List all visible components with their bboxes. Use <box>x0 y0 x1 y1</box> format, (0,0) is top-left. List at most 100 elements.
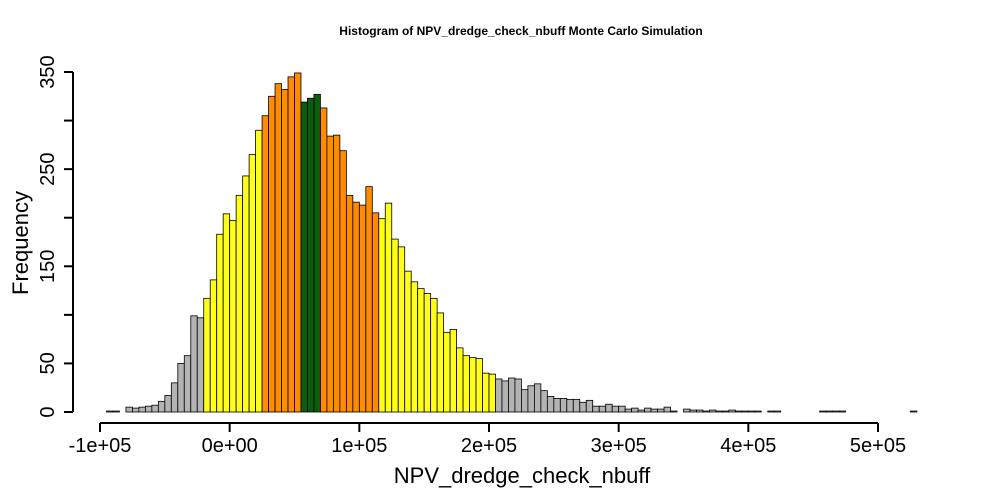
x-tick-label: 4e+05 <box>720 435 776 457</box>
histogram-bar <box>754 410 762 413</box>
histogram-bar <box>514 378 522 413</box>
x-tick-label: 1e+05 <box>331 435 387 457</box>
histogram-bar <box>572 398 581 413</box>
histogram-bar <box>508 377 516 413</box>
histogram-bar <box>157 400 166 413</box>
histogram-bar <box>741 410 749 413</box>
histogram-bar <box>170 382 179 413</box>
histogram-bar <box>443 331 451 413</box>
histogram-bar <box>144 405 153 413</box>
histogram-bar <box>521 389 529 413</box>
histogram-bar <box>430 297 438 413</box>
histogram-bar <box>281 89 289 413</box>
histogram-bar <box>644 407 652 413</box>
histogram-bar <box>501 380 509 413</box>
histogram-bar <box>255 129 263 413</box>
histogram-bar <box>378 218 386 413</box>
histogram-bar <box>397 246 406 413</box>
histogram-bar <box>138 406 146 413</box>
histogram-bar <box>151 404 159 413</box>
histogram-bar <box>598 405 607 413</box>
histogram-bar <box>125 406 133 413</box>
histogram-bar <box>482 372 490 413</box>
histogram-bar <box>747 410 756 413</box>
histogram-bar <box>566 398 574 413</box>
histogram-bar <box>689 409 697 413</box>
histogram-bar <box>183 355 192 413</box>
histogram-bar <box>352 201 360 413</box>
histogram-bar <box>546 396 555 413</box>
histogram-bar <box>650 408 658 413</box>
histogram-bar <box>423 293 432 413</box>
histogram-bar <box>475 358 483 413</box>
histogram-bar <box>825 410 834 413</box>
histogram-bar <box>371 212 380 413</box>
histogram-bar <box>404 270 412 413</box>
histogram-bar <box>469 357 477 413</box>
histogram-bar <box>300 101 308 413</box>
histogram-bar <box>222 213 231 413</box>
histogram-bar <box>838 410 846 413</box>
histogram-bar <box>384 202 393 413</box>
histogram-bar <box>106 410 114 413</box>
histogram-bar <box>449 329 457 413</box>
histogram-bar <box>670 410 678 413</box>
histogram-bar <box>832 410 840 413</box>
y-axis-label: Frequency <box>8 191 33 295</box>
histogram-bar <box>488 373 496 413</box>
histogram-bar <box>320 107 328 413</box>
x-tick-label: 5e+05 <box>850 435 906 457</box>
histogram-bar <box>734 410 743 413</box>
y-tick-label: 150 <box>37 250 59 283</box>
histogram-bar <box>332 134 341 413</box>
histogram-bar <box>553 397 561 413</box>
histogram-bar <box>585 399 594 413</box>
histogram-bar <box>767 410 775 413</box>
histogram-bar <box>709 409 717 413</box>
histogram-bar <box>196 317 205 413</box>
histogram-bar <box>235 194 244 413</box>
histogram-bar <box>533 383 542 413</box>
x-axis: -1e+05 0e+00 1e+05 2e+05 3e+05 4e+05 5e+05 <box>69 422 906 457</box>
histogram-bar <box>696 409 704 413</box>
x-axis-label: NPV_dredge_check_nbuff <box>394 463 651 488</box>
histogram-bar <box>287 76 295 413</box>
y-axis: 0 50 150 250 350 <box>37 55 74 418</box>
x-tick-label: -1e+05 <box>69 435 132 457</box>
histogram-bar <box>339 150 347 413</box>
histogram-bar <box>209 279 218 413</box>
histogram-bar <box>579 401 587 413</box>
histogram-bar <box>365 186 373 413</box>
histogram-bar <box>132 407 140 413</box>
histogram-bar <box>326 135 334 413</box>
histogram-bar <box>436 312 445 413</box>
histogram-bar <box>657 408 665 413</box>
histogram-bar <box>702 410 710 413</box>
histogram-bar <box>345 194 354 413</box>
histogram-bar <box>527 385 535 413</box>
histogram-bar <box>164 395 172 413</box>
histogram-bar <box>611 405 620 413</box>
histogram-bar <box>456 347 464 413</box>
histogram-bar <box>495 378 503 413</box>
histogram-bar <box>216 233 224 413</box>
histogram-bar <box>683 408 691 413</box>
histogram-bar <box>618 405 626 413</box>
x-tick-label: 0e+00 <box>202 435 258 457</box>
histogram-bar <box>605 403 613 413</box>
histogram-bar <box>391 238 399 413</box>
histogram-bar <box>268 95 276 413</box>
histogram-bar <box>592 405 600 413</box>
histogram-bar <box>715 410 723 413</box>
histogram-bar <box>410 281 419 413</box>
histogram-bar <box>358 204 367 413</box>
histogram-bar <box>307 97 315 413</box>
histogram-bar <box>663 406 671 413</box>
histogram-bar <box>540 390 548 413</box>
chart-title: Histogram of NPV_dredge_check_nbuff Mont… <box>339 24 702 38</box>
histogram-bar <box>722 410 730 413</box>
x-tick-label: 2e+05 <box>461 435 517 457</box>
histogram-bar <box>624 408 633 413</box>
y-tick-label: 250 <box>37 152 59 185</box>
